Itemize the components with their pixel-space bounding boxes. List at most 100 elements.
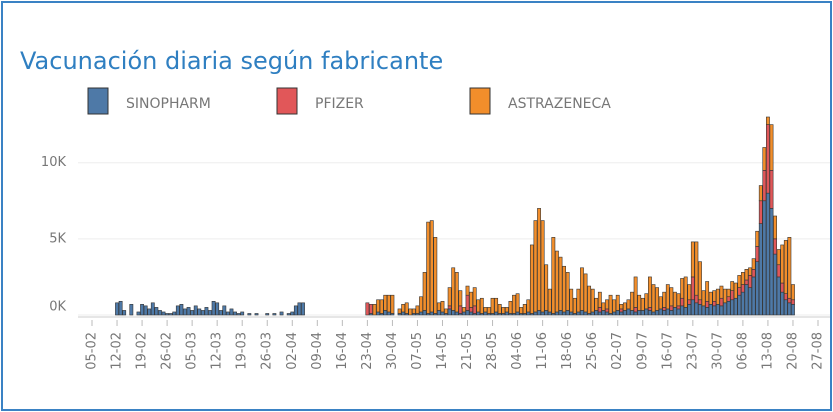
bar-segment	[490, 297, 495, 314]
bar-segment	[386, 294, 391, 313]
x-tick-label: 13-08	[760, 332, 775, 370]
bar-segment	[755, 261, 760, 316]
bar-segment	[740, 272, 745, 285]
bar-segment	[780, 244, 785, 284]
bar-segment	[293, 305, 298, 316]
bar-segment	[701, 305, 706, 316]
bar-segment	[712, 300, 717, 307]
bar-segment	[715, 304, 720, 316]
bar-segment	[662, 307, 667, 311]
bar-segment	[236, 313, 241, 316]
bar-segment	[522, 304, 527, 314]
bar-segment	[698, 261, 702, 301]
bar-segment	[712, 305, 717, 316]
bar-segment	[519, 307, 524, 314]
bar-segment	[597, 307, 602, 313]
bar-segment	[687, 284, 692, 301]
bar-segment	[469, 307, 474, 313]
bar-segment	[440, 311, 445, 316]
bar-segment	[408, 308, 413, 316]
bar-segment	[776, 264, 781, 278]
bar-segment	[286, 313, 291, 316]
bar-segment	[626, 299, 631, 310]
bar-segment	[612, 311, 617, 316]
x-tick-label: 20-08	[785, 332, 800, 370]
x-tick-label: 27-08	[811, 332, 826, 370]
bar-segment	[183, 308, 187, 316]
bar-segment	[740, 291, 745, 316]
bar-segment	[619, 304, 624, 310]
bar-segment	[755, 246, 760, 262]
bar-segment	[161, 311, 166, 316]
bar-segment	[673, 307, 677, 316]
bar-segment	[769, 208, 774, 316]
bar-segment	[640, 297, 645, 311]
bar-segment	[583, 273, 588, 313]
bar-segment	[751, 269, 756, 278]
bar-segment	[787, 302, 792, 316]
bar-segment	[698, 299, 702, 305]
bar-segment	[386, 311, 391, 316]
bar-segment	[555, 250, 559, 313]
bar-segment	[544, 310, 549, 316]
bar-segment	[748, 267, 752, 276]
bar-segment	[497, 304, 502, 314]
bar-segment	[247, 313, 252, 316]
x-tick-label: 07-05	[410, 332, 425, 370]
bar-segment	[487, 307, 491, 314]
bar-segment	[451, 267, 456, 311]
bar-segment	[751, 258, 756, 270]
bar-segment	[776, 276, 781, 316]
bar-segment	[594, 297, 599, 311]
bar-segment	[229, 308, 234, 316]
bar-segment	[791, 304, 795, 316]
bar-segment	[665, 308, 670, 316]
bar-segment	[297, 302, 302, 316]
bar-segment	[218, 310, 223, 316]
x-tick-label: 18-06	[560, 332, 575, 370]
x-tick-label: 23-07	[685, 332, 700, 370]
bar-segment	[683, 276, 688, 308]
bar-segment	[740, 284, 745, 293]
bar-segment	[644, 293, 649, 310]
bar-segment	[583, 311, 588, 316]
legend-swatch	[276, 87, 298, 115]
bar-segment	[529, 244, 534, 314]
x-tick-label: 19-02	[135, 332, 150, 370]
bar-segment	[558, 256, 563, 311]
legend-label: ASTRAZENECA	[508, 96, 611, 112]
bar-segment	[454, 272, 459, 313]
bar-segment	[680, 278, 685, 299]
bar-segment	[762, 170, 767, 202]
bar-segment	[791, 284, 795, 301]
bar-segment	[655, 310, 659, 316]
bar-segment	[626, 308, 631, 316]
bar-segment	[436, 302, 441, 311]
x-tick-label: 30-04	[385, 332, 400, 370]
bar-segment	[726, 288, 731, 298]
bar-segment	[619, 308, 624, 313]
bar-segment	[197, 308, 202, 316]
x-tick-label: 09-04	[310, 332, 325, 370]
bar-segment	[694, 241, 699, 296]
x-tick-label: 25-06	[585, 332, 600, 370]
bar-segment	[401, 311, 406, 316]
bar-segment	[451, 310, 456, 316]
bar-segment	[372, 304, 377, 316]
bar-segment	[290, 311, 295, 316]
bar-segment	[630, 310, 634, 316]
x-tick-label: 02-07	[610, 332, 625, 370]
bar-segment	[773, 253, 777, 316]
bar-segment	[758, 185, 763, 202]
bar-segment	[508, 300, 513, 314]
bar-segment	[504, 311, 509, 316]
bar-segment	[143, 305, 148, 316]
bar-segment	[233, 311, 237, 316]
bar-segment	[605, 299, 609, 310]
bar-segment	[154, 307, 159, 316]
bar-segment	[558, 310, 563, 316]
bar-segment	[476, 311, 481, 316]
bar-segment	[776, 249, 781, 266]
